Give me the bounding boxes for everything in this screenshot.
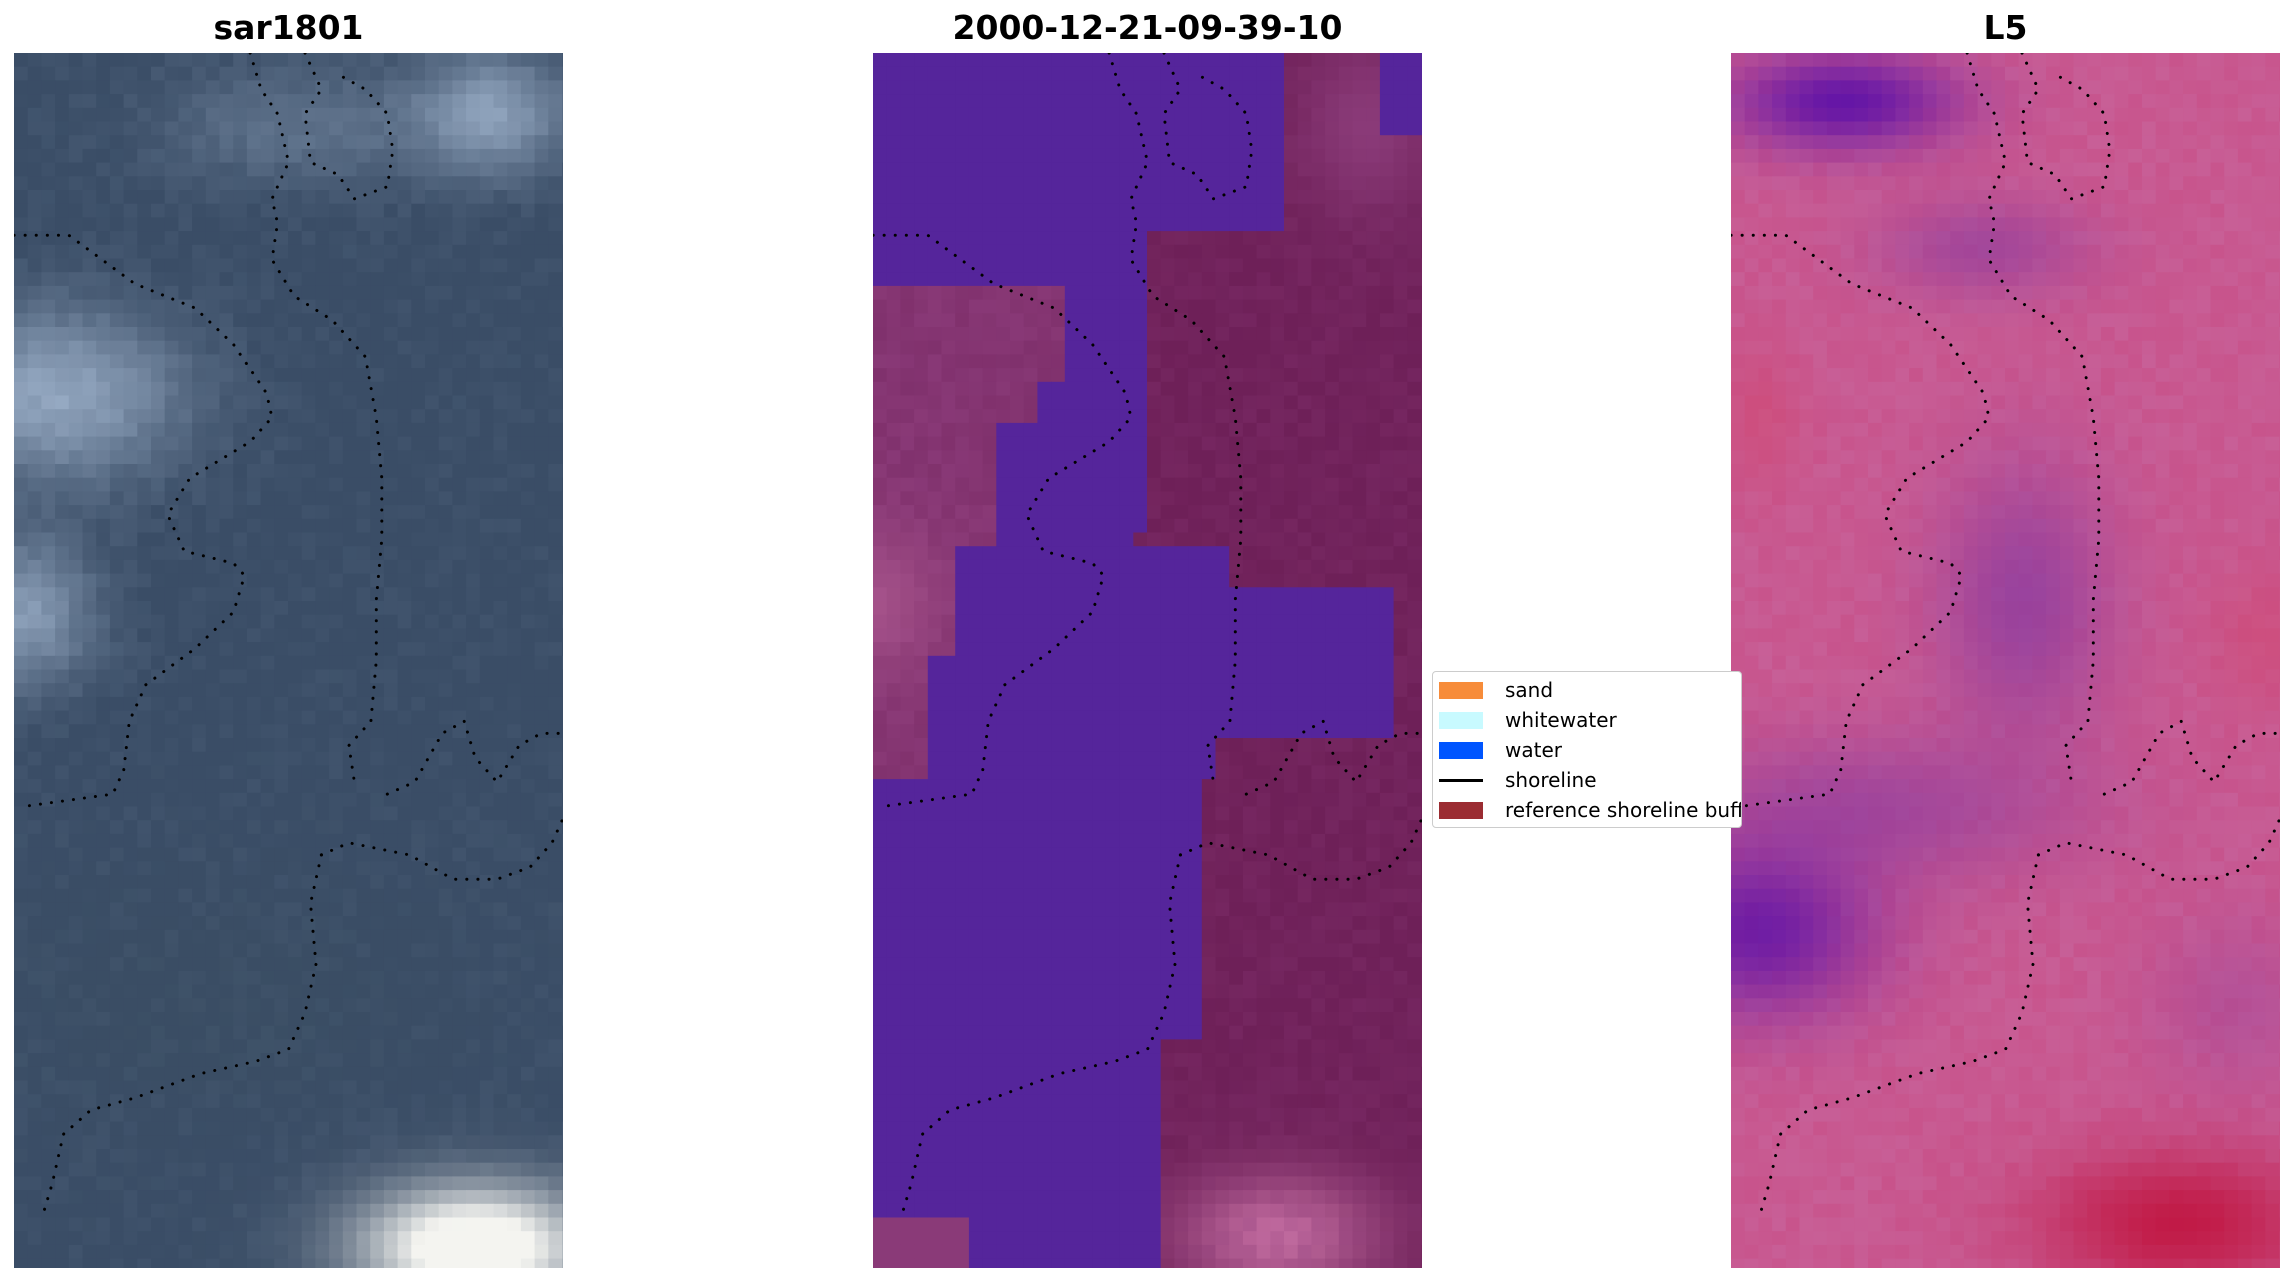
legend-item-water: water <box>1439 738 1562 762</box>
index-shoreline-5 <box>1757 853 2040 1221</box>
legend-item-reference-buffer: reference shoreline buffer <box>1439 798 1742 822</box>
legend-item-whitewater: whitewater <box>1439 708 1617 732</box>
classified-shoreline-2 <box>1162 53 1254 201</box>
classified-shoreline-5 <box>899 853 1182 1221</box>
rgb-image-panel <box>14 53 563 1268</box>
classified-shoreline-0 <box>873 233 1133 808</box>
rgb-shoreline-0 <box>14 233 274 808</box>
classified-shoreline-1 <box>1107 53 1243 784</box>
index-pixels <box>1731 53 2280 1268</box>
legend: sand whitewater water shoreline referenc… <box>1432 671 1742 828</box>
legend-item-shoreline: shoreline <box>1439 768 1597 792</box>
index-image <box>1731 53 2280 1268</box>
rgb-shoreline-2 <box>303 53 395 201</box>
classified-image-panel <box>873 53 1422 1268</box>
panel-title-rgb: sar1801 <box>213 8 364 47</box>
classified-pixels <box>873 53 1422 1268</box>
water-swatch <box>1439 741 1483 759</box>
legend-label: water <box>1505 738 1562 762</box>
index-image-panel <box>1731 53 2280 1268</box>
panel-title-index: L5 <box>1983 8 2028 47</box>
index-shoreline-1 <box>1965 53 2101 784</box>
reference-buffer-swatch <box>1439 801 1483 819</box>
legend-label: shoreline <box>1505 768 1597 792</box>
legend-label: whitewater <box>1505 708 1617 732</box>
whitewater-swatch <box>1439 711 1483 729</box>
legend-item-sand: sand <box>1439 678 1553 702</box>
panel-title-classified: 2000-12-21-09-39-10 <box>952 8 1343 47</box>
shoreline-line-symbol <box>1439 772 1483 789</box>
rgb-pixels <box>14 53 563 1268</box>
rgb-shoreline-1 <box>248 53 384 784</box>
classified-image <box>873 53 1422 1268</box>
sand-swatch <box>1439 681 1483 699</box>
index-shoreline-0 <box>1731 233 1991 808</box>
legend-label: reference shoreline buffer <box>1505 798 1742 822</box>
index-shoreline-2 <box>2020 53 2112 201</box>
rgb-shoreline-5 <box>40 853 323 1221</box>
legend-label: sand <box>1505 678 1554 702</box>
rgb-image <box>14 53 563 1268</box>
